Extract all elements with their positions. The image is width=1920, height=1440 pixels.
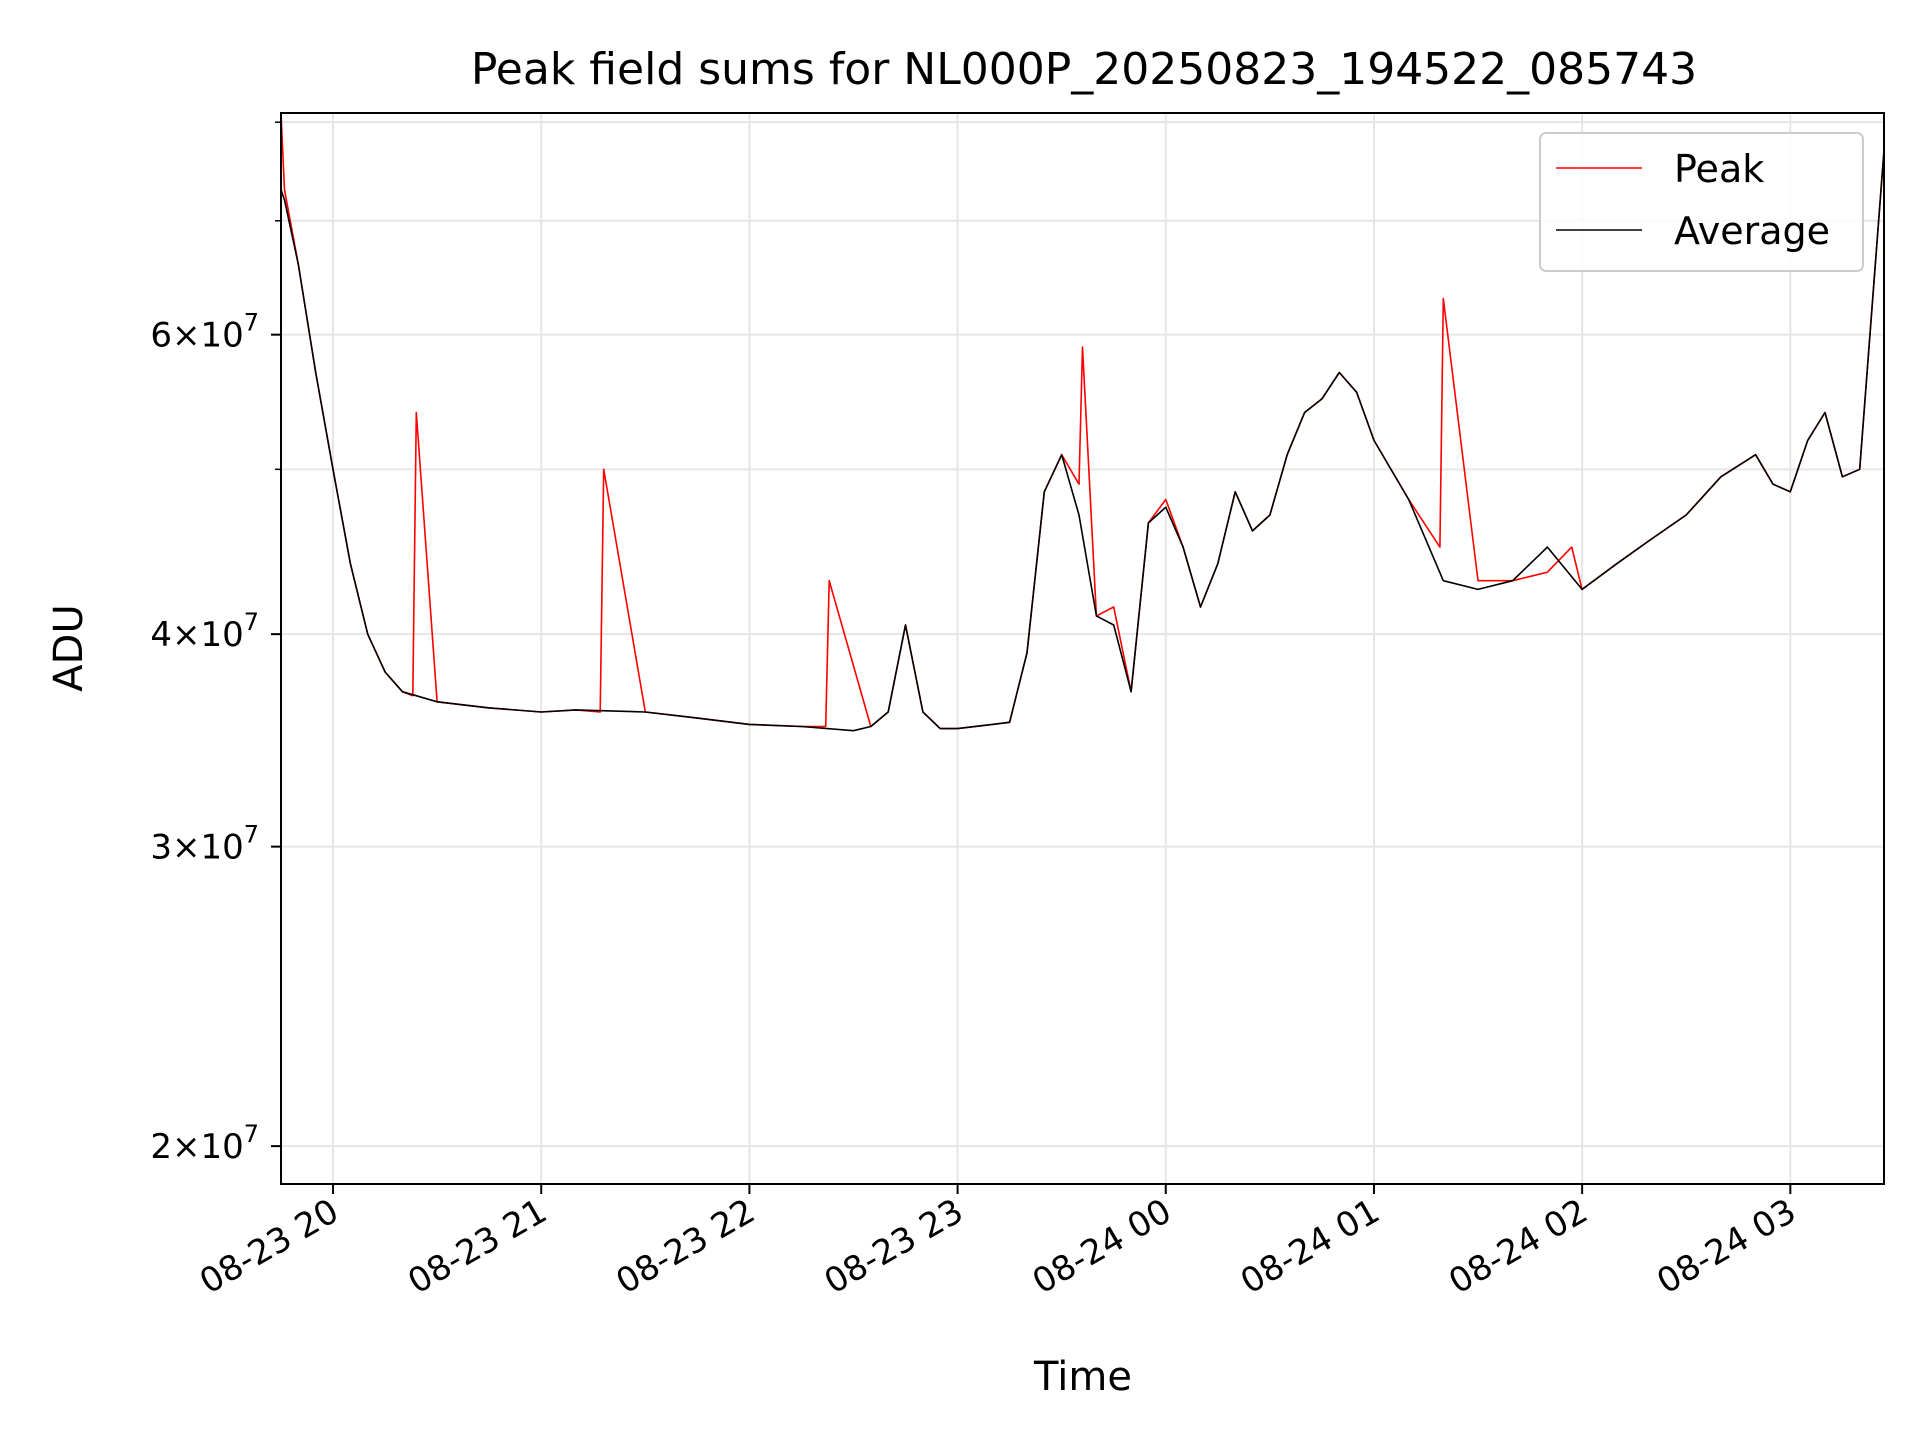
- y-tick-label: 3×107: [150, 821, 259, 868]
- x-tick-label: 08-24 02: [1442, 1191, 1594, 1302]
- x-axis: 08-23 20 08-23 21 08-23 22 08-23 23 08-24 00…: [193, 1184, 1803, 1302]
- x-tick-label: 08-24 00: [1026, 1191, 1178, 1302]
- y-axis: 2×107 3×107 4×107 6×107: [150, 121, 281, 1167]
- x-tick-label: 08-23 21: [401, 1191, 553, 1302]
- y-tick-label: 4×107: [150, 608, 259, 655]
- legend-average-label: Average: [1674, 209, 1830, 253]
- x-tick-label: 08-24 01: [1234, 1191, 1386, 1302]
- y-axis-label: ADU: [46, 604, 92, 691]
- y-tick-label: 2×107: [150, 1120, 259, 1167]
- legend-peak-label: Peak: [1674, 147, 1764, 191]
- chart-title: Peak field sums for NL000P_20250823_1945…: [471, 44, 1697, 95]
- y-tick-label: 6×107: [150, 309, 259, 356]
- x-tick-label: 08-24 03: [1650, 1191, 1802, 1302]
- series-average-line: [280, 150, 1885, 732]
- x-tick-label: 08-23 23: [818, 1191, 970, 1302]
- grid: [281, 113, 1884, 1184]
- series-group: [280, 112, 1885, 732]
- x-tick-label: 08-23 22: [610, 1191, 762, 1302]
- plot-frame: [280, 112, 1885, 1185]
- x-tick-label: 08-23 20: [193, 1191, 345, 1302]
- x-axis-label: Time: [1033, 1354, 1132, 1400]
- legend: Peak Average: [1539, 132, 1864, 272]
